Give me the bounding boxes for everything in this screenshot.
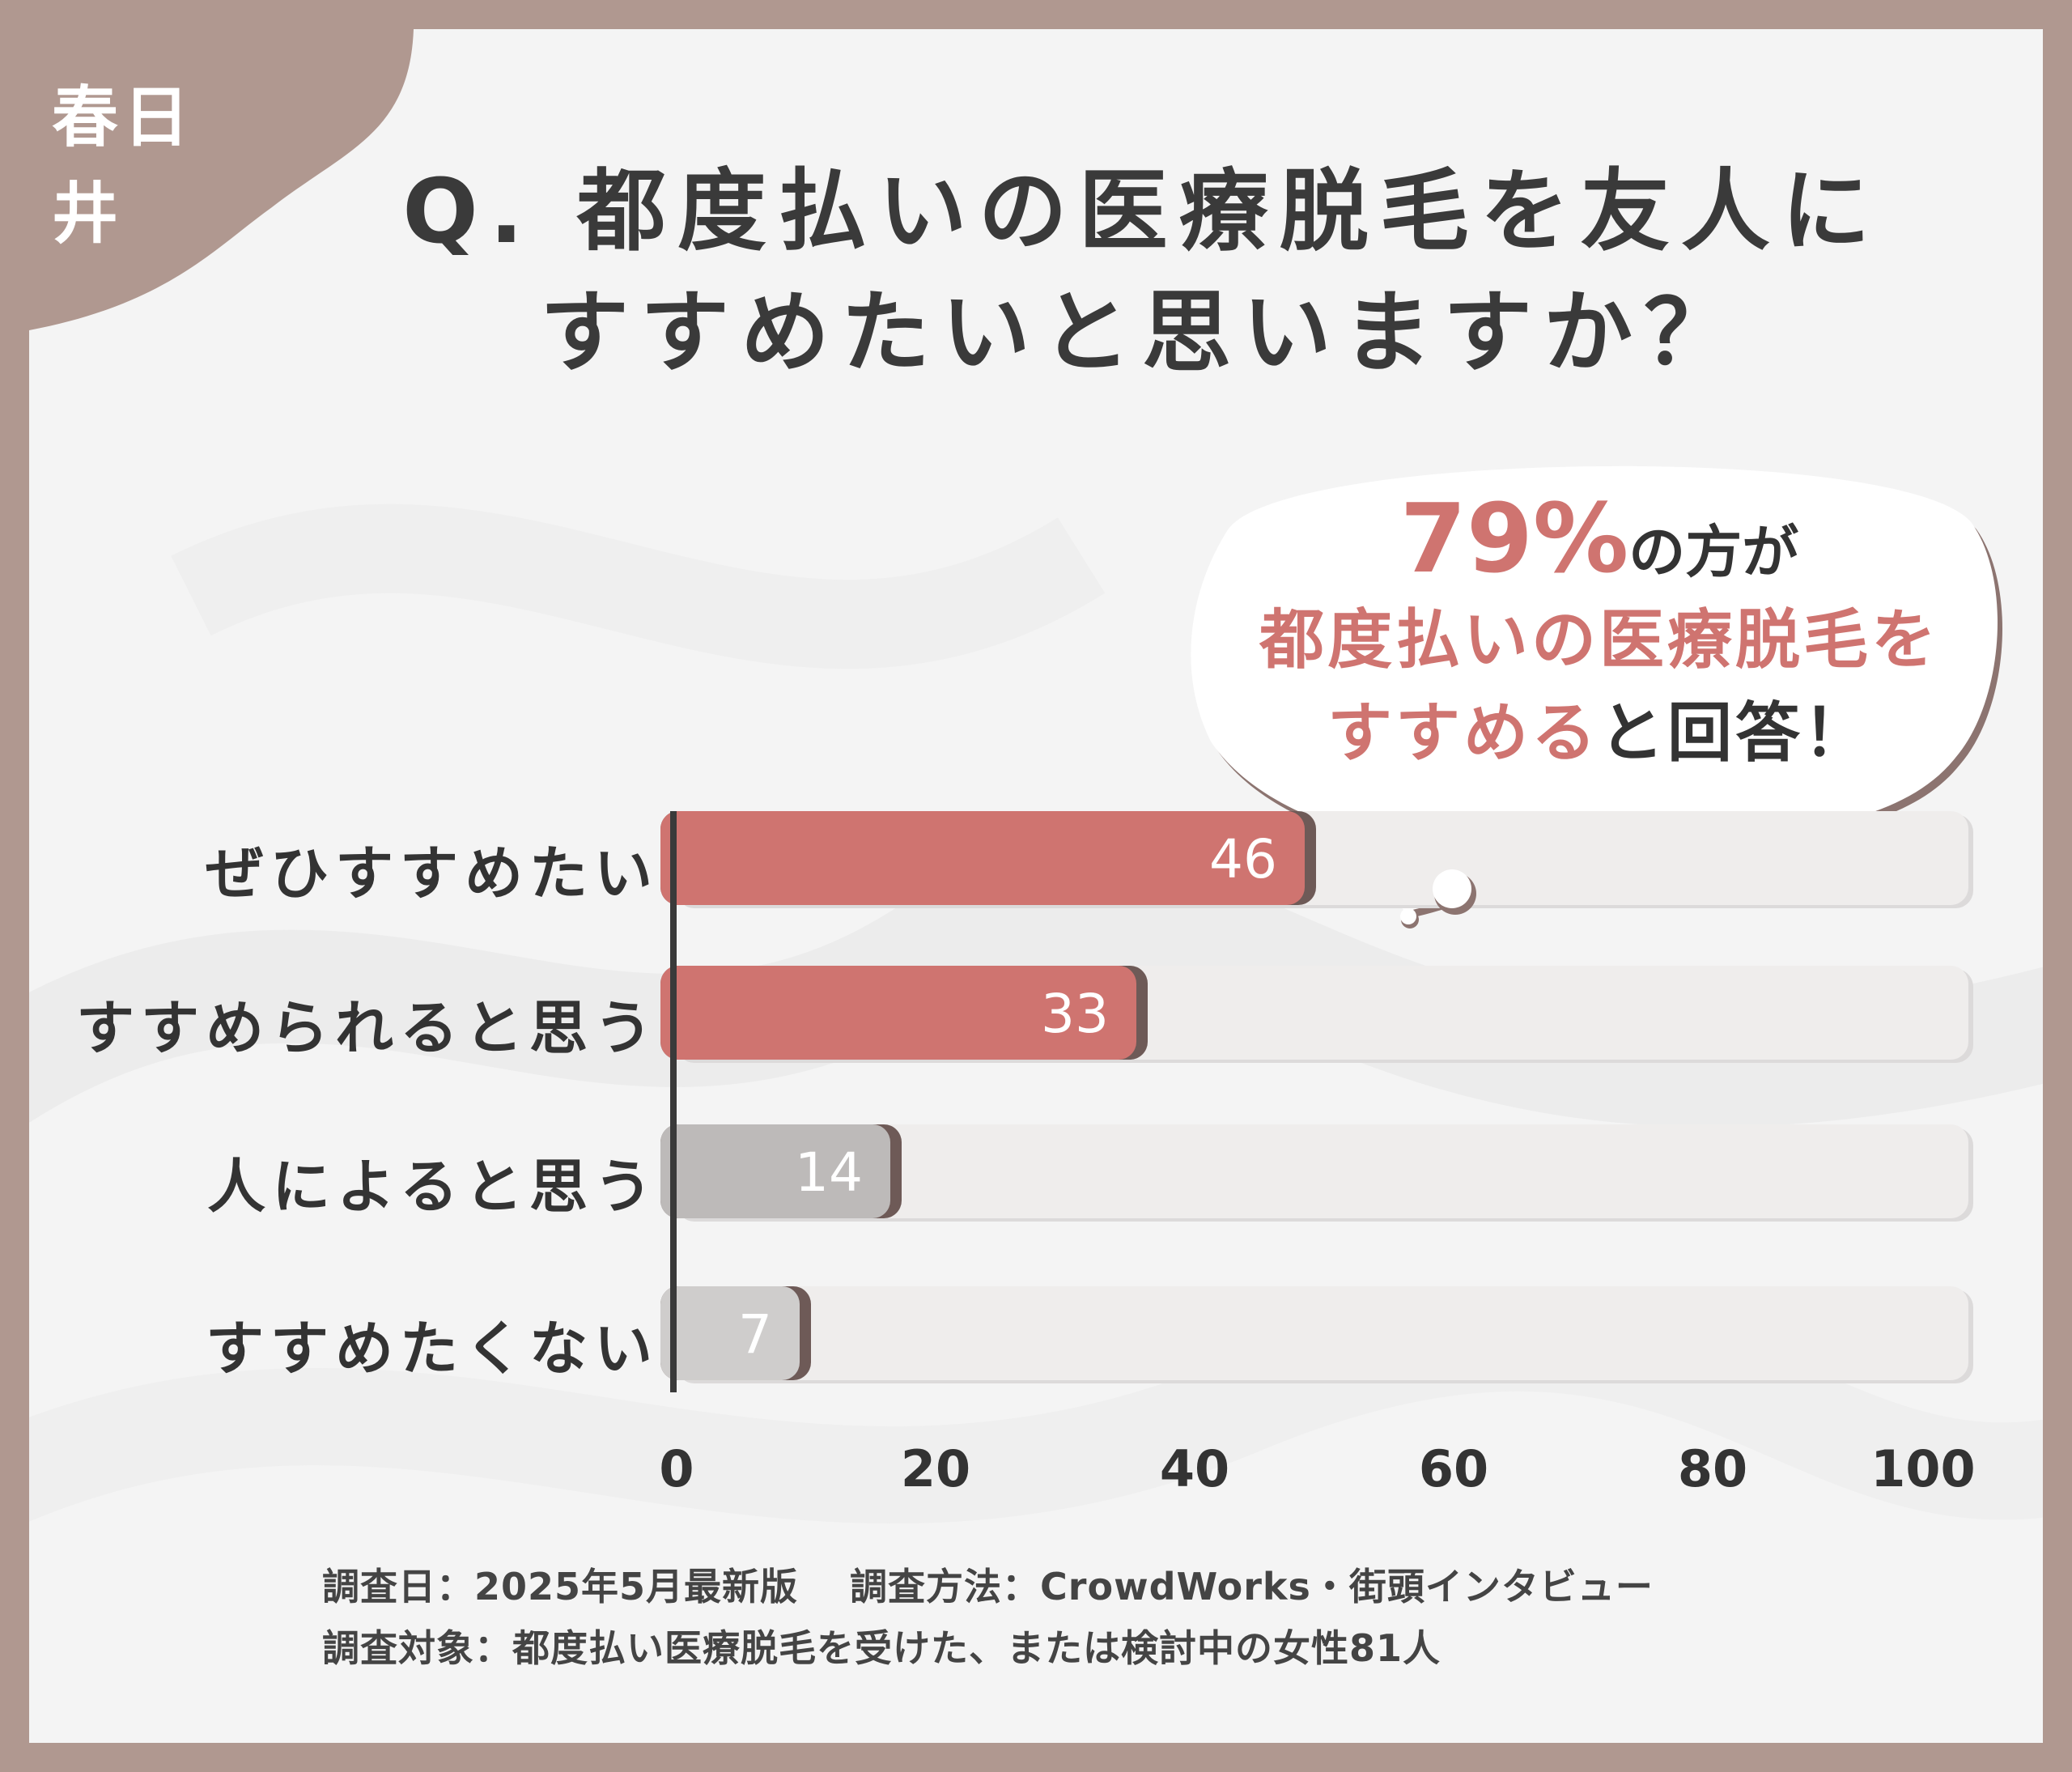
x-tick-label: 40	[1160, 1439, 1229, 1498]
callout-line-3-rest: と回答！	[1599, 695, 1871, 771]
bar-value-label: 33	[1041, 983, 1109, 1045]
callout-line-3: すすめると回答！	[1187, 681, 2012, 775]
thought-dot-small	[1400, 908, 1416, 924]
page-title: Q. 都度払いの医療脱毛を友人に すすめたいと思いますか？	[272, 151, 2012, 393]
title-line-1: Q. 都度払いの医療脱毛を友人に	[402, 159, 1882, 263]
category-label: 人によると思う	[207, 1153, 659, 1221]
infographic-card: 春日井 Q. 都度払いの医療脱毛を友人に すすめたいと思いますか？ 79%の方が…	[29, 29, 2043, 1743]
callout-line-2: 都度払いの医療脱毛を	[1259, 602, 1939, 678]
location-label: 春日井	[52, 79, 195, 253]
category-label: ぜひすすめたい	[205, 839, 659, 907]
speech-bubble	[1191, 465, 2003, 918]
survey-info-line-2: 調査対象：都度払い医療脱毛を受けた、または検討中の女性81人	[322, 1626, 1441, 1670]
bar	[660, 1286, 800, 1380]
y-axis-line	[670, 811, 677, 1392]
category-label: すすめられると思う	[75, 994, 659, 1062]
x-tick-label: 60	[1419, 1439, 1488, 1498]
bar	[660, 811, 1305, 905]
x-tick-label: 20	[901, 1439, 970, 1498]
x-tick-label: 80	[1678, 1439, 1747, 1498]
bar-track	[677, 1286, 1968, 1380]
bar-value-label: 7	[738, 1303, 772, 1366]
bar	[660, 966, 1136, 1060]
bar-value-label: 46	[1209, 828, 1277, 890]
bar	[660, 1124, 890, 1218]
title-line-2: すすめたいと思いますか？	[540, 281, 1744, 385]
callout-percent: 79%	[1399, 482, 1629, 594]
thought-dot-large	[1433, 869, 1471, 908]
callout-highlight: すすめる	[1327, 695, 1599, 771]
x-tick-label: 0	[659, 1439, 694, 1498]
bar-value-label: 14	[795, 1141, 863, 1204]
bar-track	[677, 1124, 1968, 1218]
x-tick-label: 100	[1870, 1439, 1975, 1498]
corner-tab	[29, 29, 414, 330]
bar-chart: 46 33 14 7 0 20 40 60 80 100	[659, 811, 1976, 1498]
callout-line-1-suffix: の方が	[1628, 519, 1799, 585]
survey-info-line-1: 調査日：2025年5月最新版 調査方法：CrowdWorks・街頭インタビュー	[322, 1565, 1654, 1608]
category-label: すすめたくない	[205, 1315, 659, 1383]
callout-line-1: 79%の方が	[1187, 482, 2012, 594]
